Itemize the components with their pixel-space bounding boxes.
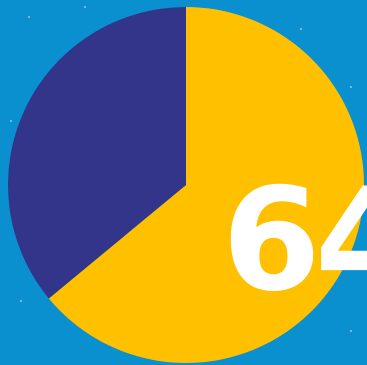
background-speck [10, 120, 12, 122]
background-speck [20, 300, 22, 302]
pie-slice-secondary [8, 7, 186, 299]
background-speck [84, 6, 86, 8]
background-speck [350, 86, 352, 88]
pie-slice-primary [48, 7, 365, 363]
background-speck [300, 28, 302, 30]
background-speck [350, 330, 352, 332]
pie-slices [8, 7, 365, 363]
background-speck [28, 16, 30, 18]
